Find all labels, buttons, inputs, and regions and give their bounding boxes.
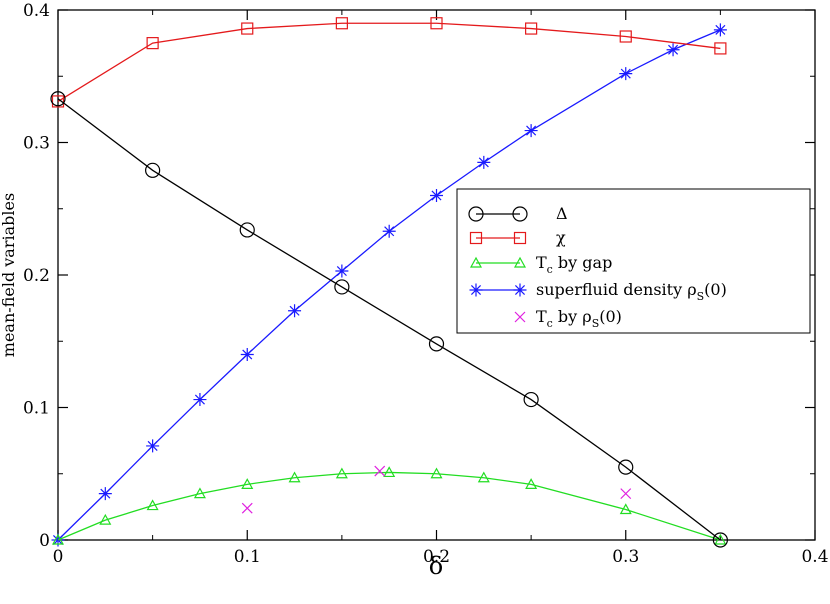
data-point xyxy=(146,439,160,453)
data-point xyxy=(51,95,65,108)
legend-samples xyxy=(468,206,528,323)
data-point xyxy=(335,467,348,479)
data-point xyxy=(193,487,206,499)
series-0 xyxy=(50,91,728,548)
legend-label-tc-rho: Tc by ρS(0) xyxy=(536,307,622,330)
data-point xyxy=(620,488,632,500)
series-layer xyxy=(50,17,728,548)
data-point xyxy=(239,222,255,238)
data-point xyxy=(241,22,254,35)
data-point xyxy=(335,17,348,30)
data-point xyxy=(525,478,538,489)
data-point xyxy=(477,471,490,483)
axis-ticks: 0 0.1 0.2 0.3 0.4 0 0.1 0.2 0.3 0.4 xyxy=(23,1,829,567)
legend-marker xyxy=(513,256,527,268)
y-tick-label: 0.1 xyxy=(23,399,50,419)
x-tick-label: 0.2 xyxy=(423,547,450,567)
legend-marker xyxy=(469,231,483,245)
data-point xyxy=(50,91,66,107)
series-line xyxy=(57,471,721,541)
data-point xyxy=(428,336,445,352)
data-point xyxy=(712,532,728,548)
x-axis-title: δ xyxy=(429,552,443,580)
y-tick-label: 0 xyxy=(39,531,50,551)
series-line xyxy=(57,98,721,541)
data-point xyxy=(618,459,634,475)
data-point xyxy=(288,304,302,318)
x-tick-label: 0.3 xyxy=(612,547,639,567)
data-point xyxy=(477,155,491,169)
legend-label-tc-gap: Tc by gap xyxy=(536,253,612,276)
series-4 xyxy=(241,465,632,514)
data-point xyxy=(619,30,632,43)
y-axis-title: mean-field variables xyxy=(0,193,18,357)
data-point xyxy=(193,393,207,407)
series-line xyxy=(57,29,721,541)
series-1 xyxy=(51,17,727,108)
series-line xyxy=(57,22,721,102)
data-point xyxy=(430,17,443,30)
data-point xyxy=(288,471,301,483)
series-2 xyxy=(51,466,727,545)
legend-marker xyxy=(513,231,527,245)
legend-box xyxy=(456,188,811,334)
data-point xyxy=(382,224,396,238)
y-tick-label: 0.4 xyxy=(23,1,50,21)
data-point xyxy=(374,465,386,477)
data-point xyxy=(666,43,680,57)
data-point xyxy=(430,467,443,479)
data-point xyxy=(334,279,350,295)
data-point xyxy=(146,499,159,511)
data-point xyxy=(241,502,253,514)
data-point xyxy=(383,466,396,478)
data-point xyxy=(240,348,254,361)
legend-marker xyxy=(468,206,484,222)
data-point xyxy=(619,503,632,515)
data-point xyxy=(714,42,727,55)
data-point xyxy=(241,478,254,489)
legend: Δ χ Tc by gap superfluid density ρS(0) T… xyxy=(456,188,811,334)
data-point xyxy=(523,391,539,408)
legend-label-superfluid: superfluid density ρS(0) xyxy=(536,280,727,303)
data-point xyxy=(146,37,159,50)
x-tick-label: 0.1 xyxy=(234,547,261,567)
legend-marker xyxy=(513,283,527,297)
y-tick-label: 0.3 xyxy=(23,134,50,154)
legend-marker xyxy=(469,283,483,297)
data-point xyxy=(524,124,538,138)
x-tick-label: 0 xyxy=(53,547,64,567)
legend-label-delta: Δ xyxy=(556,204,568,223)
data-point xyxy=(335,264,349,278)
legend-label-chi: χ xyxy=(556,228,566,247)
data-point xyxy=(430,189,443,202)
x-tick-label: 0.4 xyxy=(801,547,828,567)
y-tick-label: 0.2 xyxy=(23,266,50,286)
legend-marker xyxy=(469,256,483,268)
data-point xyxy=(99,513,112,525)
legend-marker xyxy=(512,206,528,222)
series-3 xyxy=(51,23,727,547)
data-point xyxy=(145,162,161,178)
data-point xyxy=(714,533,727,545)
data-point xyxy=(98,487,112,501)
data-point xyxy=(51,533,65,545)
data-point xyxy=(713,23,727,37)
legend-marker xyxy=(514,311,526,323)
data-point xyxy=(619,67,633,81)
data-point xyxy=(525,22,538,35)
